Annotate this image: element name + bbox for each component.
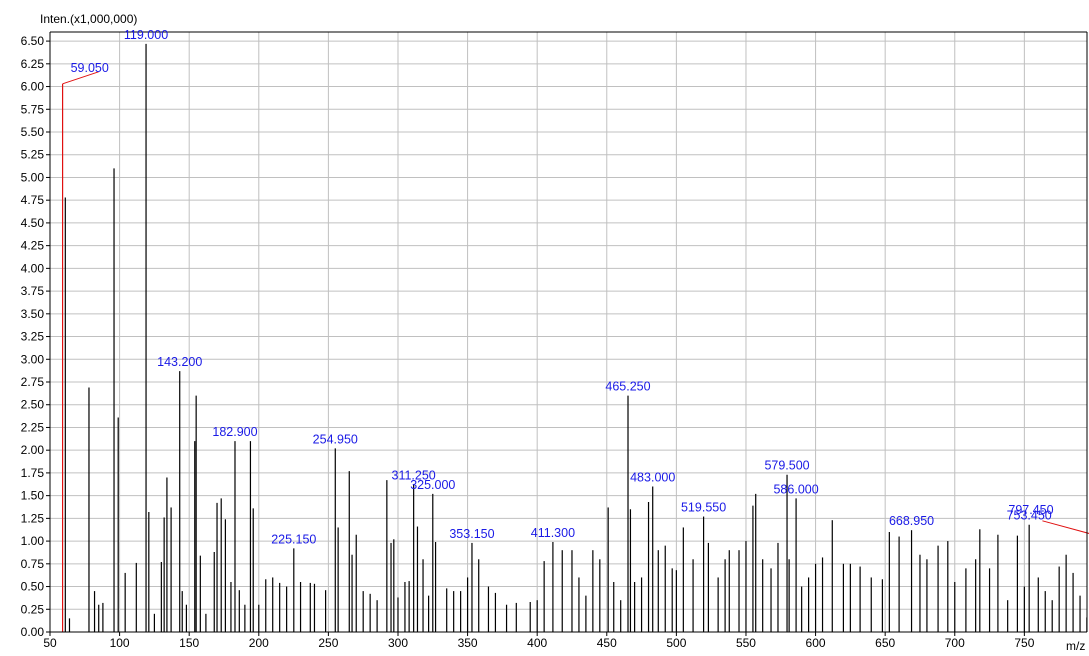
leader-layer bbox=[62, 71, 1089, 534]
x-tick-label: 100 bbox=[110, 636, 130, 650]
x-tick-label: 650 bbox=[875, 636, 895, 650]
peak-label: 225.150 bbox=[271, 532, 316, 546]
peak-label: 119.000 bbox=[124, 28, 168, 42]
y-tick-label: 0.25 bbox=[21, 602, 45, 616]
peak-label: 325.000 bbox=[410, 478, 455, 492]
peak-label: 182.900 bbox=[212, 425, 257, 439]
peak-label: 586.000 bbox=[773, 482, 818, 496]
y-tick-label: 0.00 bbox=[21, 625, 45, 639]
y-tick-label: 5.50 bbox=[21, 125, 45, 139]
y-tick-label: 5.25 bbox=[21, 148, 45, 162]
x-tick-label: 50 bbox=[43, 636, 57, 650]
y-tick-label: 2.75 bbox=[21, 375, 45, 389]
y-tick-label: 1.00 bbox=[21, 534, 45, 548]
y-tick-label: 4.75 bbox=[21, 193, 45, 207]
x-tick-label: 150 bbox=[179, 636, 199, 650]
y-tick-label: 3.50 bbox=[21, 307, 45, 321]
x-axis-title: m/z bbox=[1066, 639, 1085, 651]
x-tick-label: 250 bbox=[318, 636, 338, 650]
y-tick-label: 2.25 bbox=[21, 420, 45, 434]
y-tick-label: 3.00 bbox=[21, 352, 45, 366]
label-leader-line bbox=[62, 71, 99, 85]
peak-label: 143.200 bbox=[157, 355, 202, 369]
y-tick-label: 1.50 bbox=[21, 489, 45, 503]
peak-label: 483.000 bbox=[630, 471, 675, 485]
x-tick-label: 600 bbox=[806, 636, 826, 650]
x-tick-label: 700 bbox=[945, 636, 965, 650]
x-tick-label: 300 bbox=[388, 636, 408, 650]
x-tick-label: 200 bbox=[249, 636, 269, 650]
x-tick-label: 500 bbox=[666, 636, 686, 650]
peak-label: 797.450 bbox=[1008, 503, 1053, 517]
y-tick-label: 2.00 bbox=[21, 443, 45, 457]
y-tick-label: 1.25 bbox=[21, 511, 45, 525]
peak-label: 254.950 bbox=[313, 432, 358, 446]
y-tick-label: 4.50 bbox=[21, 216, 45, 230]
y-tick-label: 6.25 bbox=[21, 57, 45, 71]
y-tick-label: 6.00 bbox=[21, 80, 45, 94]
y-tick-label: 1.75 bbox=[21, 466, 45, 480]
y-tick-label: 4.25 bbox=[21, 239, 45, 253]
y-tick-label: 5.75 bbox=[21, 102, 45, 116]
y-tick-label: 2.50 bbox=[21, 398, 45, 412]
x-tick-label: 350 bbox=[458, 636, 478, 650]
peak-label: 668.950 bbox=[889, 514, 934, 528]
peak-label: 353.150 bbox=[449, 527, 494, 541]
grid-layer bbox=[50, 32, 1087, 632]
label-leader-line bbox=[1042, 520, 1089, 534]
peak-label: 519.550 bbox=[681, 501, 726, 515]
y-tick-label: 0.50 bbox=[21, 580, 45, 594]
axis-layer: 0.00 0.25 0.50 0.75 1.00 1.25 1.50 1.75 2.00 2.25… bbox=[21, 31, 1088, 650]
y-tick-label: 3.75 bbox=[21, 284, 45, 298]
peak-layer bbox=[61, 43, 1088, 632]
y-tick-label: 0.75 bbox=[21, 557, 45, 571]
peak-label: 465.250 bbox=[605, 380, 650, 394]
peak-label: 411.300 bbox=[531, 526, 575, 540]
x-tick-label: 750 bbox=[1014, 636, 1034, 650]
peak-label: 311.250 bbox=[392, 469, 436, 483]
x-tick-label: 400 bbox=[527, 636, 547, 650]
y-tick-label: 3.25 bbox=[21, 330, 45, 344]
x-tick-label: 450 bbox=[597, 636, 617, 650]
y-tick-label: 4.00 bbox=[21, 261, 45, 275]
x-tick-label: 550 bbox=[736, 636, 756, 650]
y-tick-label: 6.50 bbox=[21, 34, 45, 48]
peak-label: 59.050 bbox=[71, 61, 109, 75]
peak-label: 753.450 bbox=[1007, 509, 1052, 523]
peak-label: 579.500 bbox=[764, 459, 809, 473]
label-layer: 59.050 119.000 143.200 182.900 225.150 254.95… bbox=[71, 28, 1054, 547]
y-axis-title: Inten.(x1,000,000) bbox=[40, 12, 137, 26]
y-tick-label: 5.00 bbox=[21, 170, 45, 184]
